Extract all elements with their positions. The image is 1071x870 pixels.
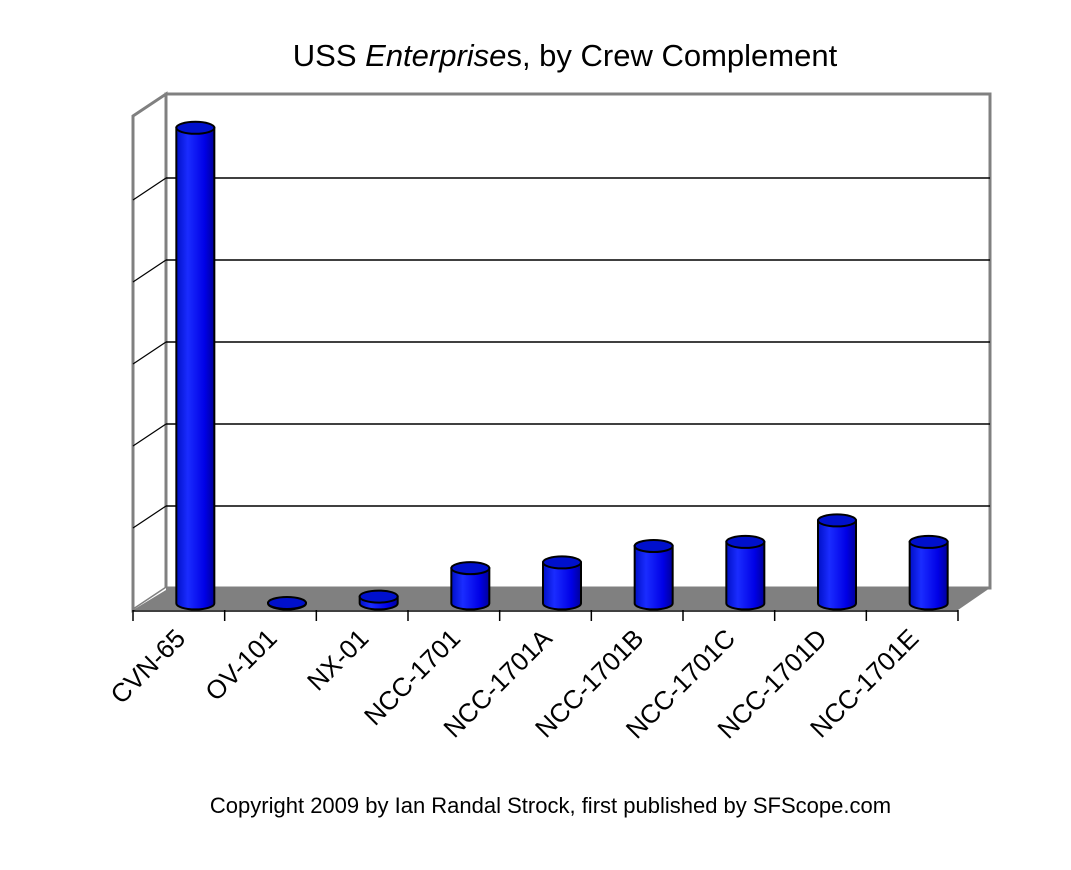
gridlines (132, 177, 990, 529)
bar-body (908, 540, 949, 611)
bar-ncc-1701c (725, 534, 766, 611)
bar-body (633, 545, 674, 611)
x-tick-label: CVN-65 (104, 623, 191, 710)
x-tick-labels: CVN-65 OV-101 NX-01NCC-1701NCC-1701ANCC-17… (104, 623, 924, 745)
title-part-italic: Enterprise (365, 38, 507, 73)
side-wall (131, 91, 168, 613)
gridline-side (132, 341, 167, 365)
bar-ncc-1701a (542, 555, 582, 611)
title-part-1: USS (292, 38, 366, 73)
bar-ncc-1701 (450, 561, 491, 611)
bar-nx-01 (358, 589, 399, 611)
gridline-side (132, 505, 167, 529)
bar-top (633, 539, 674, 553)
chart-walls (131, 91, 992, 613)
bar-ncc-1701e (908, 534, 949, 611)
bar-top (908, 534, 949, 549)
bar-top (542, 555, 582, 570)
gridline-side (132, 259, 167, 283)
x-tick-label: NX-01 (301, 623, 374, 696)
gridline-side (132, 423, 167, 447)
bar-top (175, 120, 216, 135)
copyright-text: Copyright 2009 by Ian Randal Strock, fir… (209, 793, 892, 818)
x-tick-label: OV-101 (199, 623, 283, 707)
bar-body (542, 561, 582, 611)
bar-ncc-1701d (817, 513, 857, 611)
bar-top (817, 513, 857, 528)
chart-title: USS Enterprises, by Crew Complement (0, 38, 1071, 74)
bar-cvn-65 (175, 120, 216, 611)
gridline-side (132, 177, 167, 201)
bar-body (175, 126, 216, 611)
bars (175, 120, 949, 611)
bar-top (267, 595, 307, 610)
title-part-3: s, by Crew Complement (506, 38, 838, 73)
bar-top (725, 534, 766, 549)
bar-top (358, 589, 399, 604)
floor-corner (133, 588, 166, 610)
bar-ncc-1701b (633, 539, 674, 611)
bar-body (450, 567, 491, 611)
bar-top (450, 561, 491, 576)
x-axis (132, 610, 959, 621)
back-wall (164, 92, 992, 590)
bar-body (817, 519, 857, 611)
bar-body (725, 540, 766, 611)
bar-ov-101 (267, 595, 307, 611)
